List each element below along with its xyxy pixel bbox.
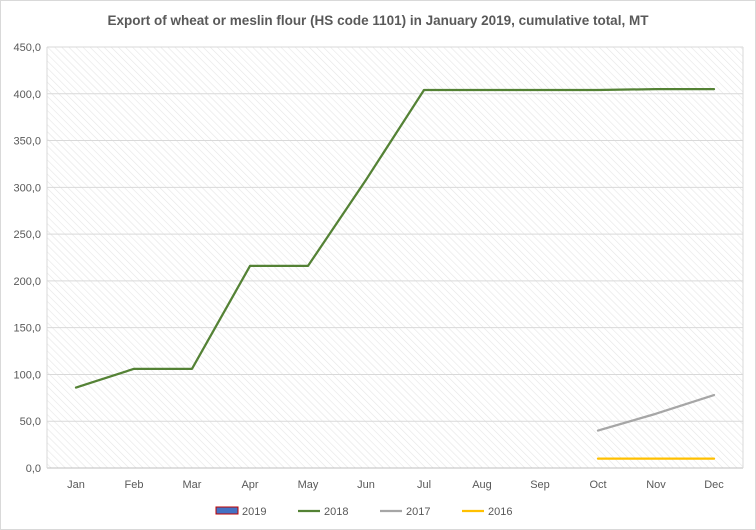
y-tick-label: 300,0 <box>13 182 41 194</box>
y-tick-label: 50,0 <box>20 416 41 428</box>
y-tick-label: 250,0 <box>13 229 41 241</box>
legend-item-2019: 2019 <box>215 506 266 518</box>
legend-label: 2018 <box>324 506 348 518</box>
legend: 2019 2018 2017 2016 <box>215 506 512 518</box>
x-tick-label: Mar <box>183 479 202 491</box>
y-tick-label: 150,0 <box>13 323 41 335</box>
axes: 0,0 50,0 100,0 150,0 200,0 250,0 300,0 350,0 400… <box>13 42 724 491</box>
x-tick-label: Dec <box>704 479 724 491</box>
series-line-2017 <box>596 393 716 432</box>
legend-item-2016: 2016 <box>462 506 512 518</box>
x-tick-label: Jan <box>67 479 85 491</box>
x-tick-label: Apr <box>241 479 258 491</box>
chart-title: Export of wheat or meslin flour (HS code… <box>108 13 650 28</box>
legend-item-2018: 2018 <box>298 506 348 518</box>
y-tick-label: 200,0 <box>13 276 41 288</box>
legend-item-2017: 2017 <box>380 506 430 518</box>
x-tick-label: Jun <box>357 479 375 491</box>
y-tick-label: 400,0 <box>13 89 41 101</box>
legend-label: 2017 <box>406 506 430 518</box>
gridlines <box>46 46 744 469</box>
series-line-2018 <box>74 87 716 389</box>
x-tick-label: Feb <box>125 479 144 491</box>
plot-area <box>47 47 743 468</box>
series-lines <box>74 87 716 460</box>
x-tick-label: Jul <box>417 479 431 491</box>
x-tick-label: Nov <box>646 479 666 491</box>
legend-swatch <box>215 506 239 515</box>
y-tick-label: 350,0 <box>13 136 41 148</box>
x-tick-label: Sep <box>530 479 550 491</box>
legend-label: 2016 <box>488 506 512 518</box>
y-tick-label: 0,0 <box>26 463 41 475</box>
x-tick-label: Oct <box>589 479 606 491</box>
legend-label: 2019 <box>242 506 266 518</box>
y-tick-label: 450,0 <box>13 42 41 54</box>
x-tick-label: Aug <box>472 479 492 491</box>
y-tick-label: 100,0 <box>13 369 41 381</box>
x-tick-label: May <box>298 479 319 491</box>
